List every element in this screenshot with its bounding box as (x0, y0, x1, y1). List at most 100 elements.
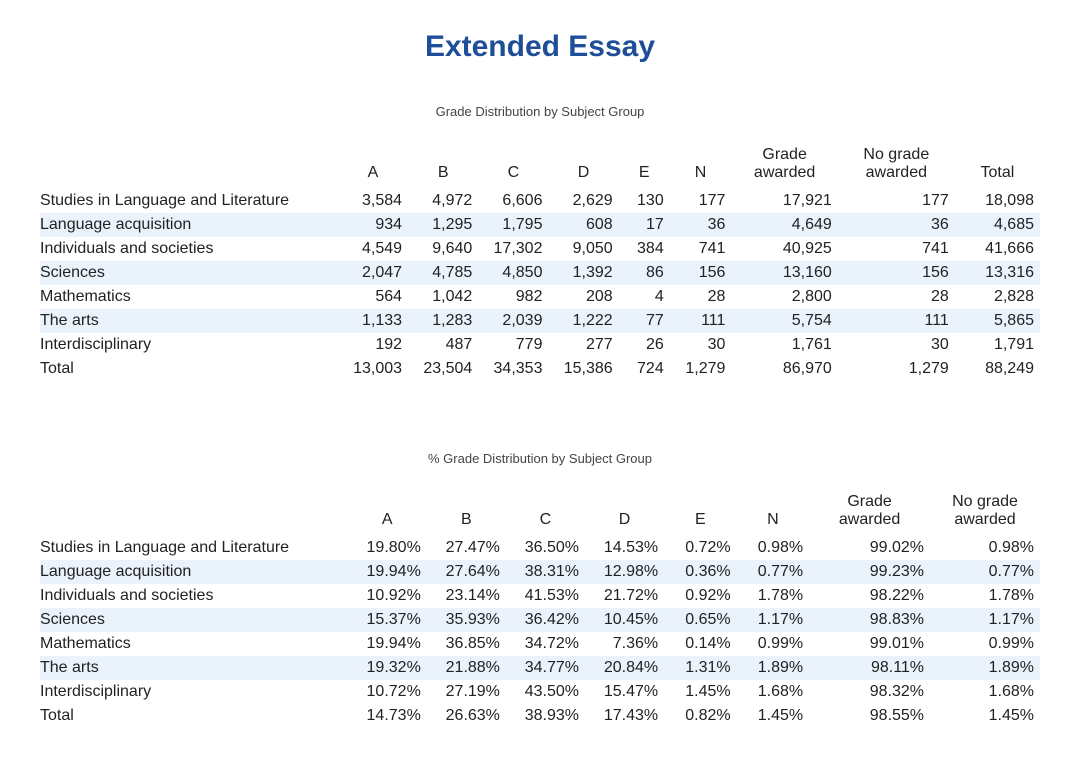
cell: 0.77% (930, 560, 1040, 584)
cell: 3,584 (338, 189, 408, 213)
cell: 1.78% (737, 584, 810, 608)
cell: 19.80% (348, 536, 427, 560)
column-header: C (506, 490, 585, 536)
row-label: Language acquisition (40, 213, 338, 237)
cell: 741 (838, 237, 955, 261)
cell: 21.88% (427, 656, 506, 680)
table2-subtitle: % Grade Distribution by Subject Group (40, 451, 1040, 466)
cell: 28 (838, 285, 955, 309)
cell: 41,666 (955, 237, 1040, 261)
cell: 111 (838, 309, 955, 333)
cell: 15.37% (348, 608, 427, 632)
column-header: N (737, 490, 810, 536)
cell: 724 (619, 357, 670, 381)
cell: 0.99% (930, 632, 1040, 656)
cell: 277 (548, 333, 618, 357)
cell: 43.50% (506, 680, 585, 704)
cell: 26 (619, 333, 670, 357)
cell: 4,549 (338, 237, 408, 261)
row-label: Language acquisition (40, 560, 348, 584)
cell: 7.36% (585, 632, 664, 656)
cell: 111 (670, 309, 732, 333)
grade-distribution-table: ABCDENGrade awardedNo grade awardedTotal… (40, 143, 1040, 381)
cell: 208 (548, 285, 618, 309)
page-title: Extended Essay (40, 30, 1040, 64)
cell: 86 (619, 261, 670, 285)
cell: 2,828 (955, 285, 1040, 309)
cell: 741 (670, 237, 732, 261)
cell: 99.23% (809, 560, 930, 584)
cell: 1.78% (930, 584, 1040, 608)
table1-subtitle: Grade Distribution by Subject Group (40, 104, 1040, 119)
cell: 20.84% (585, 656, 664, 680)
total-row: Total13,00323,50434,35315,3867241,27986,… (40, 357, 1040, 381)
table2-head: ABCDENGrade awardedNo grade awarded (40, 490, 1040, 536)
cell: 40,925 (731, 237, 837, 261)
table-row: The arts1,1331,2832,0391,222771115,75411… (40, 309, 1040, 333)
cell: 0.92% (664, 584, 737, 608)
cell: 1,295 (408, 213, 478, 237)
column-header: No grade awarded (838, 143, 955, 189)
cell: 1.45% (664, 680, 737, 704)
row-label: Sciences (40, 261, 338, 285)
cell: 0.65% (664, 608, 737, 632)
cell: 9,640 (408, 237, 478, 261)
row-label: Studies in Language and Literature (40, 189, 338, 213)
cell: 18,098 (955, 189, 1040, 213)
cell: 934 (338, 213, 408, 237)
cell: 156 (670, 261, 732, 285)
column-header: C (478, 143, 548, 189)
cell: 0.72% (664, 536, 737, 560)
column-header: B (408, 143, 478, 189)
cell: 1,279 (670, 357, 732, 381)
row-label: Interdisciplinary (40, 680, 348, 704)
cell: 384 (619, 237, 670, 261)
cell: 15,386 (548, 357, 618, 381)
table-row: Mathematics19.94%36.85%34.72%7.36%0.14%0… (40, 632, 1040, 656)
cell: 4,785 (408, 261, 478, 285)
table1-head: ABCDENGrade awardedNo grade awardedTotal (40, 143, 1040, 189)
cell: 0.77% (737, 560, 810, 584)
cell: 1,042 (408, 285, 478, 309)
cell: 99.02% (809, 536, 930, 560)
cell: 1.31% (664, 656, 737, 680)
column-header: A (348, 490, 427, 536)
row-label: Interdisciplinary (40, 333, 338, 357)
table-row: Individuals and societies4,5499,64017,30… (40, 237, 1040, 261)
cell: 192 (338, 333, 408, 357)
table-row: Language acquisition19.94%27.64%38.31%12… (40, 560, 1040, 584)
cell: 26.63% (427, 704, 506, 728)
column-header: Grade awarded (731, 143, 837, 189)
table-row: Studies in Language and Literature19.80%… (40, 536, 1040, 560)
cell: 36.50% (506, 536, 585, 560)
table-row: Sciences2,0474,7854,8501,3928615613,1601… (40, 261, 1040, 285)
row-label: Individuals and societies (40, 584, 348, 608)
cell: 14.73% (348, 704, 427, 728)
cell: 17,921 (731, 189, 837, 213)
cell: 608 (548, 213, 618, 237)
cell: 13,160 (731, 261, 837, 285)
percent-grade-distribution-table: ABCDENGrade awardedNo grade awarded Stud… (40, 490, 1040, 728)
table-row: Individuals and societies10.92%23.14%41.… (40, 584, 1040, 608)
cell: 5,865 (955, 309, 1040, 333)
cell: 99.01% (809, 632, 930, 656)
cell: 34.72% (506, 632, 585, 656)
column-header: E (619, 143, 670, 189)
cell: 1,222 (548, 309, 618, 333)
cell: 4,685 (955, 213, 1040, 237)
cell: 10.92% (348, 584, 427, 608)
cell: 98.22% (809, 584, 930, 608)
table-row: Mathematics5641,0429822084282,800282,828 (40, 285, 1040, 309)
cell: 779 (478, 333, 548, 357)
cell: 34.77% (506, 656, 585, 680)
cell: 15.47% (585, 680, 664, 704)
column-header: Total (955, 143, 1040, 189)
cell: 1.68% (930, 680, 1040, 704)
cell: 0.14% (664, 632, 737, 656)
cell: 4 (619, 285, 670, 309)
cell: 36.85% (427, 632, 506, 656)
cell: 12.98% (585, 560, 664, 584)
cell: 4,850 (478, 261, 548, 285)
cell: 1,791 (955, 333, 1040, 357)
cell: 98.32% (809, 680, 930, 704)
